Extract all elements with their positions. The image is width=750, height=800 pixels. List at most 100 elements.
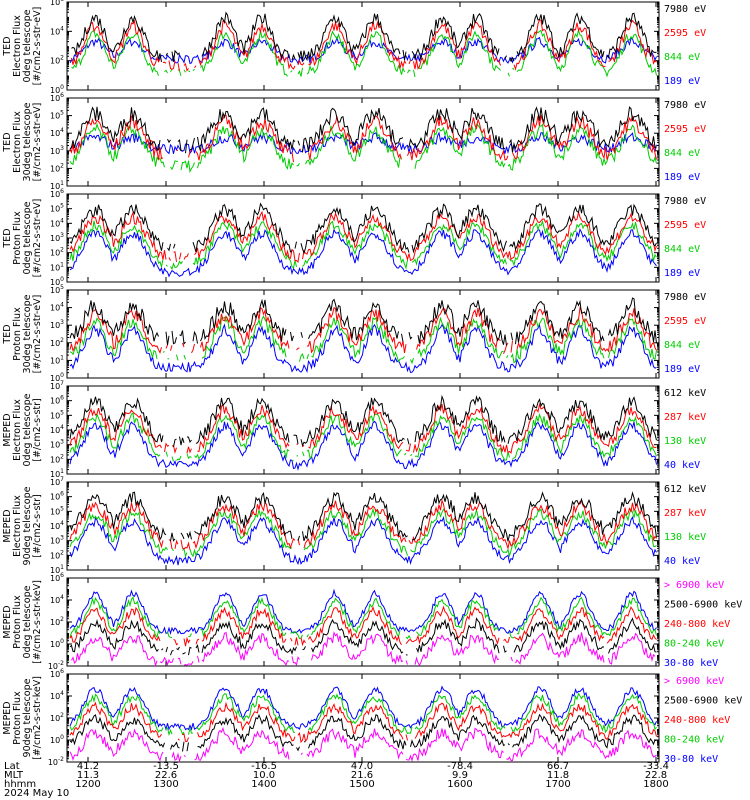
y-tick-label: 102 xyxy=(50,55,64,66)
panel-7: 10-2 100 102 104 106 MEPED Proton Flux 0deg tel… xyxy=(2,572,742,671)
mlt-tick-label: 22.8 xyxy=(645,770,667,781)
legend-entry: 7980 eV xyxy=(664,292,706,303)
legend-entry: 7980 eV xyxy=(664,100,706,111)
series-trace xyxy=(69,411,657,462)
legend-entry: 2500-6900 keV xyxy=(664,600,742,611)
series-trace xyxy=(69,713,657,752)
y-tick-label: 106 xyxy=(50,0,64,7)
y-axis-label-line: MEPED xyxy=(2,509,13,542)
y-axis-label-line: Electron Flux xyxy=(12,15,23,77)
hhmm-tick-label: 1600 xyxy=(447,779,472,790)
legend-entry: 2595 eV xyxy=(664,220,706,231)
y-axis-label-line: TED xyxy=(2,324,13,344)
y-tick-label: 100 xyxy=(50,276,64,287)
series-trace xyxy=(69,306,657,355)
legend-entry: 844 eV xyxy=(664,340,700,351)
lat-tick-label: 41.2 xyxy=(77,761,99,772)
legend-entry: 40 keV xyxy=(664,460,700,471)
y-axis-label-line: 90deg telescope xyxy=(22,486,33,565)
series-trace xyxy=(69,617,657,656)
hhmm-row-label: hhmm xyxy=(4,779,36,790)
panel-2: 101 102 103 104 105 106 TED Electron Flux 30deg … xyxy=(2,92,706,191)
y-tick-label: 106 xyxy=(50,572,64,583)
y-axis-label-line: 30deg telescope xyxy=(22,102,33,181)
y-axis-label-line: Electron Flux xyxy=(12,111,23,173)
y-axis-label-line: MEPED xyxy=(2,413,13,446)
y-axis-label-line: [#/cm2-s-str] xyxy=(32,398,43,461)
panel-6: 101 102 103 104 105 106 107 MEPED Electron Flux 9… xyxy=(2,476,706,575)
legend-entry: 80-240 keV xyxy=(664,639,724,650)
y-axis-label-line: [#/cm2-s-str-eV] xyxy=(32,199,43,278)
legend: 7980 eV 2595 eV 844 eV 189 eV xyxy=(664,4,706,87)
hhmm-tick-label: 1800 xyxy=(643,779,668,790)
panel-frame xyxy=(66,673,660,763)
legend-entry: > 6900 keV xyxy=(664,580,724,591)
y-tick-label: 103 xyxy=(50,145,64,156)
y-tick-label: 103 xyxy=(50,232,64,243)
y-tick-label: 105 xyxy=(50,284,64,295)
legend-entry: 240-800 keV xyxy=(664,619,730,630)
mlt-tick-label: 9.9 xyxy=(452,770,468,781)
y-axis-label-line: 0deg telescope xyxy=(22,201,33,274)
hhmm-tick-label: 1700 xyxy=(545,779,570,790)
legend-entry: 30-80 keV xyxy=(664,754,718,765)
legend-entry: 7980 eV xyxy=(664,196,706,207)
y-axis-label: TED Electron Flux 30deg telescope [#/cm2-s-… xyxy=(2,102,43,181)
legend-entry: 287 keV xyxy=(664,508,706,519)
y-tick-label: 101 xyxy=(50,261,64,272)
panel-5: 101 102 103 104 105 106 107 MEPED Electron Flux 0… xyxy=(2,380,706,479)
y-tick-label: 103 xyxy=(50,535,64,546)
y-tick-label: 10-2 xyxy=(48,660,64,671)
y-tick-label: 102 xyxy=(50,247,64,258)
y-axis-label-line: Proton Flux xyxy=(12,211,23,265)
y-axis-label-line: 30deg telescope xyxy=(22,294,33,373)
legend-entry: 30-80 keV xyxy=(664,658,718,669)
series-trace xyxy=(69,402,657,455)
y-tick-label: 100 xyxy=(50,734,64,745)
y-tick-label: 103 xyxy=(50,439,64,450)
legend-entry: 130 keV xyxy=(664,532,706,543)
y-tick-label: 106 xyxy=(50,668,64,679)
y-axis-label-line: 0deg telescope xyxy=(22,585,33,658)
panel-8: 10-2 100 102 104 106 MEPED Proton Flux 90deg te… xyxy=(2,668,742,767)
hhmm-tick-label: 1500 xyxy=(349,779,374,790)
y-axis-label-line: 0deg telescope xyxy=(22,393,33,466)
y-tick-label: 105 xyxy=(50,505,64,516)
y-axis-label: TED Proton Flux 0deg telescope [#/cm2-s-str… xyxy=(2,199,43,278)
y-tick-label: 100 xyxy=(50,638,64,649)
legend: > 6900 keV 2500-6900 keV 240-800 keV 80-240… xyxy=(664,580,742,669)
legend-entry: 189 eV xyxy=(664,268,700,279)
mlt-tick-label: 21.6 xyxy=(351,770,373,781)
series-trace xyxy=(71,11,657,63)
y-tick-label: 104 xyxy=(50,217,64,228)
y-tick-label: 104 xyxy=(50,690,64,701)
y-tick-label: 106 xyxy=(50,491,64,502)
y-tick-label: 105 xyxy=(50,203,64,214)
panel-frame xyxy=(66,1,660,91)
y-tick-label: 104 xyxy=(50,127,64,138)
series-trace xyxy=(69,323,657,374)
y-axis-label-line: 0deg telescope xyxy=(22,9,33,82)
legend-entry: 2595 eV xyxy=(664,316,706,327)
y-tick-label: 107 xyxy=(50,476,64,487)
legend: 7980 eV 2595 eV 844 eV 189 eV xyxy=(664,100,706,183)
lat-tick-label: -33.4 xyxy=(643,761,669,772)
y-tick-label: 104 xyxy=(50,594,64,605)
y-tick-label: 107 xyxy=(50,380,64,391)
mlt-tick-label: 10.0 xyxy=(253,770,275,781)
y-axis-label: MEPED Proton Flux 0deg telescope [#/cm2-s-s… xyxy=(2,580,43,664)
hhmm-tick-label: 1300 xyxy=(153,779,178,790)
y-tick-label: 102 xyxy=(50,712,64,723)
legend: > 6900 keV 2500-6900 keV 240-800 keV 80-240… xyxy=(664,676,742,765)
legend: 612 keV 287 keV 130 keV 40 keV xyxy=(664,388,706,471)
series-trace xyxy=(69,605,657,647)
y-axis-label-line: MEPED xyxy=(2,605,13,638)
series-trace xyxy=(69,491,657,542)
y-tick-label: 100 xyxy=(50,84,64,95)
y-tick-label: 100 xyxy=(50,372,64,383)
series-trace xyxy=(69,692,657,737)
mlt-tick-label: 11.8 xyxy=(547,770,569,781)
y-axis-label-line: [#/cm2-s-str-eV] xyxy=(32,103,43,182)
y-axis-label-line: Electron Flux xyxy=(12,399,23,461)
